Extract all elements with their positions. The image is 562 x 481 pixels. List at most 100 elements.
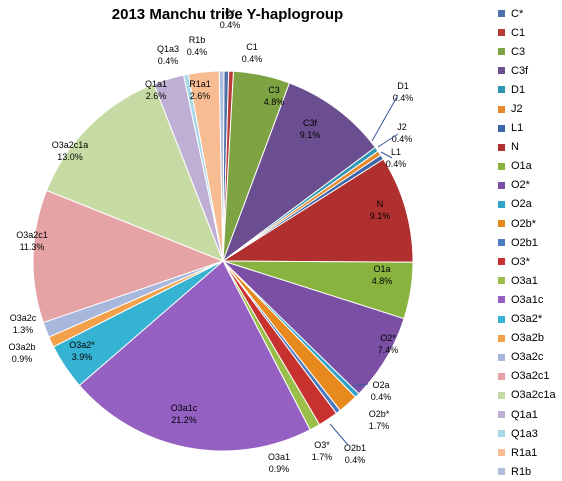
slice-name-label: O3a2c1 bbox=[16, 230, 48, 240]
legend-item: O1a bbox=[498, 157, 560, 176]
legend-swatch bbox=[498, 200, 505, 208]
slice-name-label: R1b bbox=[189, 35, 206, 45]
slice-value-label: 3.9% bbox=[72, 352, 93, 362]
legend-item: O3a2b bbox=[498, 329, 560, 348]
legend-label: C1 bbox=[511, 26, 526, 39]
legend-item: C* bbox=[498, 4, 560, 23]
slice-name-label: O3a2c bbox=[10, 313, 37, 323]
legend-label: Q1a1 bbox=[511, 408, 538, 421]
slice-name-label: C1 bbox=[246, 42, 258, 52]
legend-item: O3a2* bbox=[498, 310, 560, 329]
legend-swatch bbox=[498, 29, 505, 37]
slice-value-label: 1.3% bbox=[13, 325, 34, 335]
legend-label: R1b bbox=[511, 465, 532, 478]
legend-item: R1b bbox=[498, 462, 560, 481]
legend-swatch bbox=[498, 334, 505, 342]
slice-value-label: 4.8% bbox=[264, 97, 285, 107]
label-leader-line bbox=[329, 423, 349, 446]
legend-swatch bbox=[498, 181, 505, 189]
slice-name-label: O1a bbox=[373, 264, 390, 274]
slice-value-label: 9.1% bbox=[370, 211, 391, 221]
slice-name-label: O2b* bbox=[369, 409, 390, 419]
slice-name-label: L1 bbox=[391, 147, 401, 157]
legend-swatch bbox=[498, 430, 505, 438]
legend-label: O3a1 bbox=[511, 274, 538, 287]
legend-swatch bbox=[498, 411, 505, 419]
slice-name-label: Q1a3 bbox=[157, 44, 179, 54]
legend-item: O2b* bbox=[498, 214, 560, 233]
legend-swatch bbox=[498, 124, 505, 132]
pie-slice-o3a2c1a bbox=[45, 83, 224, 262]
slice-value-label: 7.4% bbox=[378, 345, 399, 355]
legend-label: O3a2c1a bbox=[511, 389, 556, 402]
slice-name-label: R1a1 bbox=[189, 79, 211, 89]
slice-value-label: 0.9% bbox=[269, 464, 290, 474]
slice-name-label: O3a1c bbox=[171, 403, 198, 413]
slice-value-label: 13.0% bbox=[57, 152, 83, 162]
legend-label: O3a2c bbox=[511, 351, 544, 364]
legend-swatch bbox=[498, 372, 505, 380]
slice-name-label: C3f bbox=[303, 118, 318, 128]
legend-label: O3a1c bbox=[511, 293, 544, 306]
legend-swatch bbox=[498, 258, 505, 266]
legend-item: Q1a1 bbox=[498, 405, 560, 424]
legend-item: O2a bbox=[498, 195, 560, 214]
pie-slice-o3a1c bbox=[78, 260, 311, 452]
legend-item: L1 bbox=[498, 119, 560, 138]
legend-swatch bbox=[498, 315, 505, 323]
legend-label: J2 bbox=[511, 103, 523, 116]
slice-name-label: C* bbox=[225, 8, 235, 18]
legend-label: O3a2b bbox=[511, 332, 545, 345]
legend-label: O3a2c1 bbox=[511, 370, 550, 383]
slice-value-label: 0.4% bbox=[386, 159, 407, 169]
slice-name-label: O2* bbox=[380, 333, 396, 343]
legend-label: O2* bbox=[511, 179, 530, 192]
legend-item: N bbox=[498, 138, 560, 157]
slice-value-label: 2.6% bbox=[190, 91, 211, 101]
label-leader-line bbox=[371, 94, 399, 142]
legend-swatch bbox=[498, 86, 505, 94]
chart-title: 2013 Manchu tribe Y-haplogroup bbox=[111, 6, 344, 23]
legend-item: O3a1c bbox=[498, 290, 560, 309]
legend-label: D1 bbox=[511, 83, 526, 96]
slice-name-label: D1 bbox=[397, 81, 409, 91]
legend-item: C1 bbox=[498, 23, 560, 42]
slice-value-label: 21.2% bbox=[171, 415, 197, 425]
legend-label: O2a bbox=[511, 198, 532, 211]
slice-value-label: 0.4% bbox=[187, 47, 208, 57]
legend-label: R1a1 bbox=[511, 446, 538, 459]
legend-swatch bbox=[498, 239, 505, 247]
pie-slice-c3f bbox=[221, 82, 376, 263]
slice-value-label: 11.3% bbox=[20, 242, 45, 252]
legend-swatch bbox=[498, 143, 505, 151]
legend-item: D1 bbox=[498, 80, 560, 99]
legend-item: O3a2c bbox=[498, 348, 560, 367]
legend-swatch bbox=[498, 468, 505, 476]
slice-value-label: 0.4% bbox=[392, 134, 413, 144]
legend-item: Q1a3 bbox=[498, 424, 560, 443]
slice-value-label: 0.4% bbox=[242, 54, 263, 64]
legend-item: C3 bbox=[498, 42, 560, 61]
pie-slice-o3a2c1 bbox=[32, 189, 225, 324]
legend-item: C3f bbox=[498, 61, 560, 80]
slice-name-label: N bbox=[377, 199, 384, 209]
legend-item: O3* bbox=[498, 252, 560, 271]
legend-label: O2b1 bbox=[511, 236, 538, 249]
legend-swatch bbox=[498, 162, 505, 170]
legend-swatch bbox=[498, 10, 505, 18]
slice-value-label: 0.4% bbox=[158, 56, 179, 66]
legend-swatch bbox=[498, 105, 505, 113]
legend-item: O2b1 bbox=[498, 233, 560, 252]
legend-label: O3* bbox=[511, 255, 530, 268]
legend-label: C* bbox=[511, 7, 524, 20]
slice-value-label: 0.4% bbox=[220, 20, 241, 30]
legend-label: O3a2* bbox=[511, 313, 543, 326]
legend-label: O2b* bbox=[511, 217, 537, 230]
slice-name-label: O2a bbox=[372, 380, 389, 390]
slice-value-label: 1.7% bbox=[369, 421, 390, 431]
legend-label: C3 bbox=[511, 45, 526, 58]
slice-value-label: 0.9% bbox=[12, 354, 33, 364]
legend-swatch bbox=[498, 391, 505, 399]
slice-name-label: J2 bbox=[397, 122, 407, 132]
